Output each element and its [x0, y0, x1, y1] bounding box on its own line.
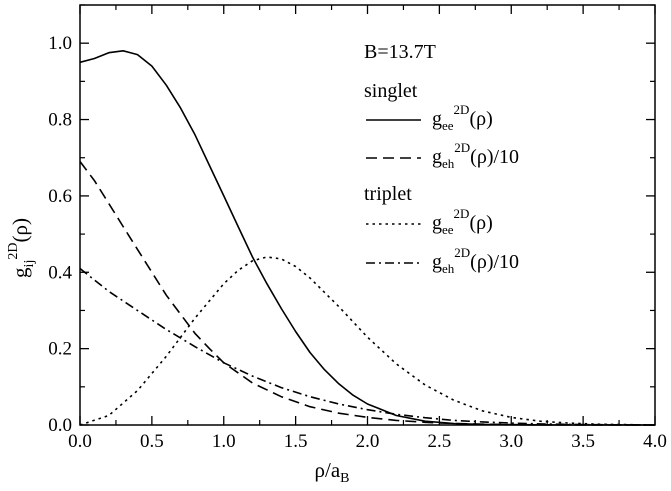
y-axis-label-main: g [8, 267, 32, 278]
legend-entries: gee2D(ρ) geh2D(ρ)/10 gee2D(ρ) geh2D(ρ)/10 [366, 102, 519, 276]
legend-label-triplet-dotted: gee2D(ρ) [432, 206, 493, 237]
legend-group-singlet: singlet [364, 80, 418, 102]
x-tick-label: 0.0 [68, 431, 92, 452]
tick-marks [79, 4, 656, 426]
series-line-triplet-dotted [79, 256, 656, 426]
x-tick-label: 3.0 [499, 431, 523, 452]
x-tick-label: 2.5 [428, 431, 452, 452]
y-axis-label-tail: (ρ) [8, 218, 32, 242]
legend-label-singlet-dashed: geh2D(ρ)/10 [432, 140, 519, 171]
series-lines [79, 49, 656, 426]
legend-field-label: B=13.7T [364, 41, 436, 63]
x-tick-label: 3.5 [571, 431, 595, 452]
y-tick-label: 0.2 [48, 339, 72, 360]
x-tick-label: 4.0 [643, 431, 667, 452]
series-line-singlet-solid [79, 49, 655, 426]
x-tick-label: 1.5 [284, 431, 308, 452]
y-tick-label: 0.4 [48, 262, 72, 283]
y-axis-label: gij2D(ρ) [6, 218, 37, 278]
x-axis-label: ρ/aB [315, 458, 350, 486]
legend-label-triplet-dashdot: geh2D(ρ)/10 [432, 245, 519, 276]
tick-labels: 0.0 0.5 1.0 1.5 2.0 2.5 3.0 3.5 4.0 0.0 0.2 0.4 0.6 0… [48, 33, 667, 452]
x-tick-label: 0.5 [140, 431, 164, 452]
series-line-singlet-dashed [79, 161, 656, 426]
legend-group-triplet: triplet [364, 183, 412, 205]
series-line-triplet-dashdot [79, 267, 656, 426]
legend-label-singlet-solid: gee2D(ρ) [432, 102, 493, 133]
x-tick-label: 1.0 [212, 431, 236, 452]
x-axis-label-sub: B [340, 471, 349, 486]
plot-frame [79, 4, 656, 426]
y-tick-label: 0.6 [48, 186, 72, 207]
y-tick-label: 0.8 [48, 110, 72, 131]
x-tick-label: 2.0 [356, 431, 380, 452]
y-tick-label: 1.0 [48, 33, 72, 54]
legend: B=13.7T singlet triplet gee2D(ρ) geh2D(ρ)… [364, 41, 519, 276]
y-tick-label: 0.0 [48, 415, 72, 436]
y-axis-label-sup: 2D [6, 243, 21, 260]
y-axis-label-sub: ij [22, 260, 37, 268]
x-axis-label-main: ρ/a [315, 458, 341, 482]
